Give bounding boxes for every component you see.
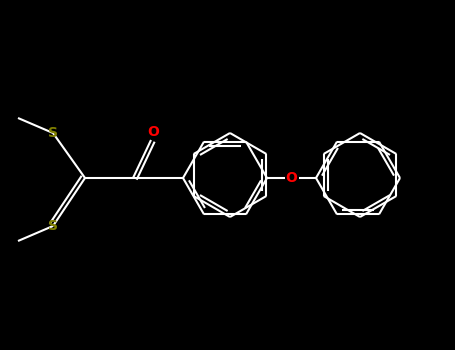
Text: O: O [286, 171, 298, 185]
Text: S: S [48, 126, 58, 140]
Text: S: S [48, 219, 58, 233]
Text: O: O [147, 125, 159, 139]
